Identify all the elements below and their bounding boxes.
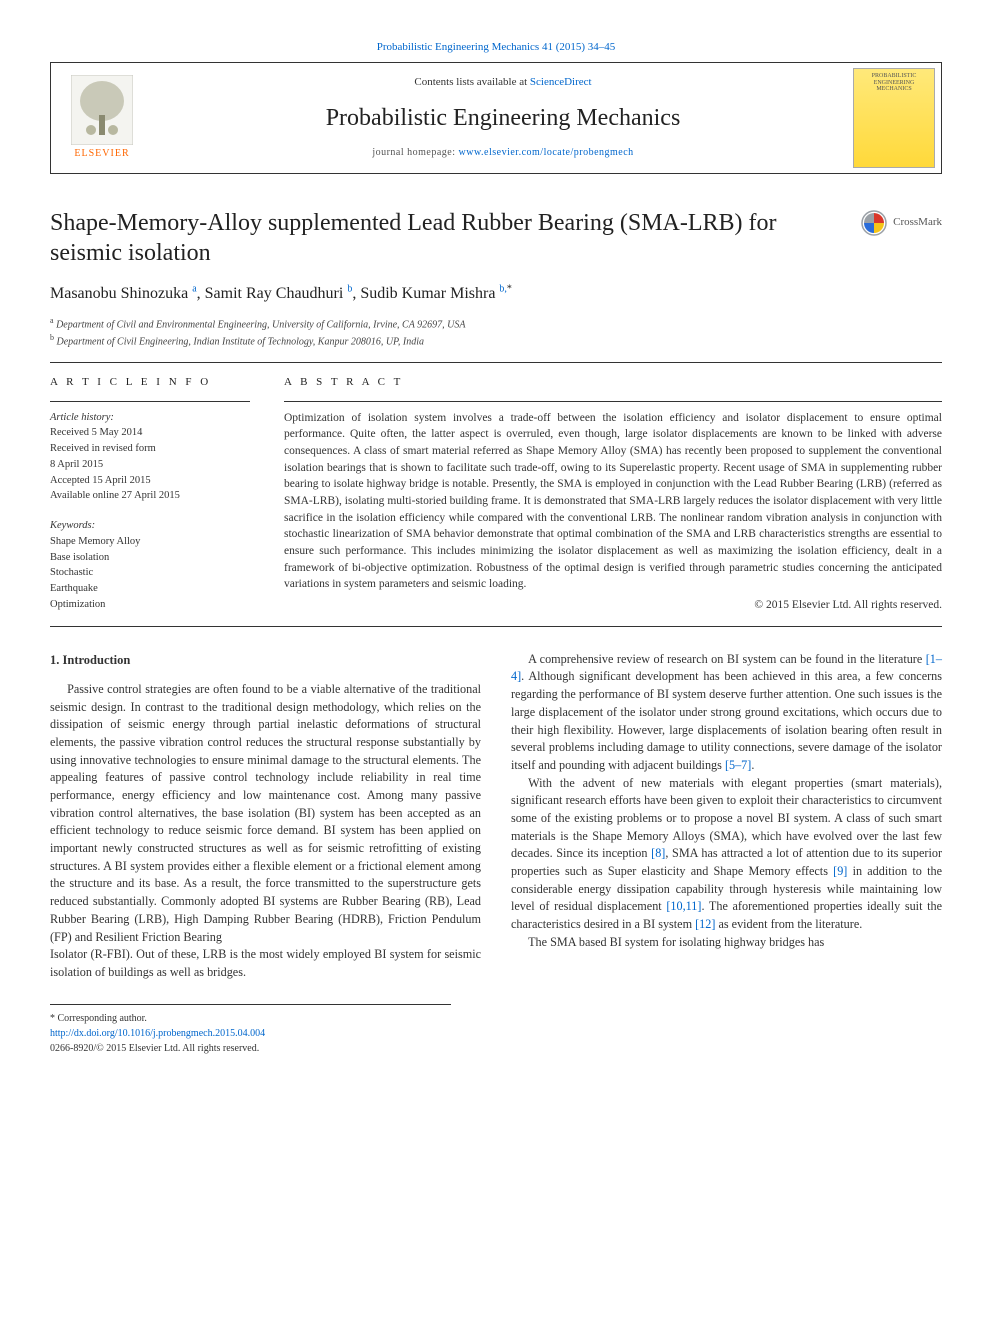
author-3-affil: b, (499, 284, 507, 295)
crossmark-badge[interactable]: CrossMark (861, 210, 942, 236)
article-info-heading: A R T I C L E I N F O (50, 375, 250, 391)
abstract-rule (284, 401, 942, 402)
journal-reference-link[interactable]: Probabilistic Engineering Mechanics 41 (… (50, 40, 942, 56)
crossmark-label: CrossMark (893, 215, 942, 231)
footnote-corresponding-text: Corresponding author. (58, 1013, 147, 1024)
contents-available-line: Contents lists available at ScienceDirec… (153, 75, 853, 91)
body-two-column: 1. Introduction Passive control strategi… (50, 651, 942, 982)
para-4: With the advent of new materials with el… (511, 775, 942, 934)
title-row: Shape-Memory-Alloy supplemented Lead Rub… (50, 200, 942, 282)
keyword-3: Earthquake (50, 583, 98, 594)
affil-mark-a: a (50, 316, 54, 325)
keyword-0: Shape Memory Alloy (50, 536, 140, 547)
journal-title: Probabilistic Engineering Mechanics (153, 101, 853, 136)
abstract-copyright: © 2015 Elsevier Ltd. All rights reserved… (284, 597, 942, 614)
keywords-block: Keywords: Shape Memory Alloy Base isolat… (50, 518, 250, 613)
history-1: Received in revised form (50, 443, 156, 454)
corresponding-footnote: * Corresponding author. (50, 1011, 451, 1026)
author-2-affil: b (347, 284, 352, 295)
history-4: Available online 27 April 2015 (50, 490, 180, 501)
affil-mark-b: b (50, 333, 54, 342)
sciencedirect-link[interactable]: ScienceDirect (530, 76, 592, 88)
page: Probabilistic Engineering Mechanics 41 (… (0, 0, 992, 1096)
crossmark-icon (861, 210, 887, 236)
homepage-label: journal homepage: (372, 147, 458, 158)
keyword-4: Optimization (50, 599, 105, 610)
history-0: Received 5 May 2014 (50, 427, 142, 438)
elsevier-tree-icon (71, 75, 133, 145)
citation-link[interactable]: [10,11] (666, 899, 701, 913)
homepage-link[interactable]: www.elsevier.com/locate/probengmech (459, 147, 634, 158)
history-3: Accepted 15 April 2015 (50, 475, 151, 486)
elsevier-logo: ELSEVIER (51, 69, 153, 168)
corresponding-star: * (507, 284, 512, 295)
rule-top (50, 362, 942, 363)
info-rule (50, 401, 250, 402)
author-1: Masanobu Shinozuka (50, 285, 188, 302)
abstract-heading: A B S T R A C T (284, 375, 942, 391)
abstract-column: A B S T R A C T Optimization of isolatio… (284, 375, 942, 614)
article-title: Shape-Memory-Alloy supplemented Lead Rub… (50, 208, 847, 268)
doi-link[interactable]: http://dx.doi.org/10.1016/j.probengmech.… (50, 1028, 265, 1039)
journal-homepage-line: journal homepage: www.elsevier.com/locat… (153, 146, 853, 161)
footnote-star: * (50, 1013, 55, 1024)
rule-bottom (50, 626, 942, 627)
journal-header: ELSEVIER Contents lists available at Sci… (50, 62, 942, 174)
history-2: 8 April 2015 (50, 459, 103, 470)
citation-link[interactable]: [9] (833, 864, 847, 878)
abstract-text: Optimization of isolation system involve… (284, 410, 942, 593)
issn-copyright: 0266-8920/© 2015 Elsevier Ltd. All right… (50, 1041, 451, 1056)
info-abstract-row: A R T I C L E I N F O Article history: R… (50, 375, 942, 614)
journal-cover-thumbnail: PROBABILISTIC ENGINEERING MECHANICS (853, 68, 935, 168)
keyword-1: Base isolation (50, 552, 109, 563)
authors-line: Masanobu Shinozuka a, Samit Ray Chaudhur… (50, 282, 942, 305)
author-2: Samit Ray Chaudhuri (205, 285, 344, 302)
article-history: Article history: Received 5 May 2014 Rec… (50, 410, 250, 505)
affiliation-a: a Department of Civil and Environmental … (50, 315, 942, 332)
author-1-affil: a (192, 284, 196, 295)
author-3: Sudib Kumar Mishra (360, 285, 495, 302)
header-center: Contents lists available at ScienceDirec… (153, 75, 853, 160)
para-5: The SMA based BI system for isolating hi… (511, 934, 942, 952)
affiliation-b: b Department of Civil Engineering, India… (50, 332, 942, 349)
keyword-2: Stochastic (50, 567, 93, 578)
contents-prefix: Contents lists available at (414, 76, 529, 88)
para-2: Isolator (R-FBI). Out of these, LRB is t… (50, 946, 481, 981)
affil-text-b: Department of Civil Engineering, Indian … (57, 337, 424, 348)
citation-link[interactable]: [12] (695, 917, 715, 931)
citation-link[interactable]: [5–7] (725, 758, 751, 772)
history-label: Article history: (50, 412, 114, 423)
para-3: A comprehensive review of research on BI… (511, 651, 942, 775)
citation-link[interactable]: [1–4] (511, 652, 942, 684)
article-info-column: A R T I C L E I N F O Article history: R… (50, 375, 250, 614)
para-1: Passive control strategies are often fou… (50, 681, 481, 946)
affil-text-a: Department of Civil and Environmental En… (56, 319, 465, 330)
section-heading-introduction: 1. Introduction (50, 651, 481, 669)
affiliations: a Department of Civil and Environmental … (50, 315, 942, 350)
elsevier-brand-text: ELSEVIER (74, 147, 129, 162)
keywords-label: Keywords: (50, 520, 95, 531)
citation-link[interactable]: [8] (651, 846, 665, 860)
footnote-block: * Corresponding author. http://dx.doi.or… (50, 1004, 451, 1056)
cover-text: PROBABILISTIC ENGINEERING MECHANICS (858, 73, 930, 93)
